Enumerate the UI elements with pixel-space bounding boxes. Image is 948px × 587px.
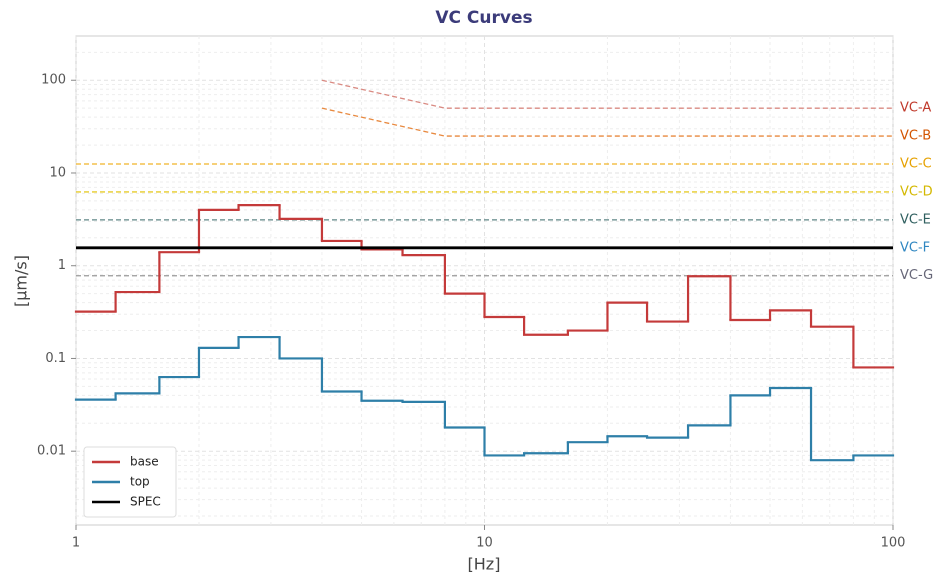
series-base <box>74 204 895 369</box>
reference-label: VC-G <box>900 268 933 283</box>
x-tick-label: 10 <box>476 536 493 551</box>
y-axis-label: [μm/s] <box>12 255 31 307</box>
y-tick-label: 100 <box>41 73 66 88</box>
legend-label: SPEC <box>130 495 161 509</box>
y-tick-label: 0.01 <box>37 444 66 459</box>
chart-title: VC Curves <box>435 8 532 28</box>
y-tick-label: 1 <box>58 258 66 273</box>
reference-label: VC-C <box>900 156 932 171</box>
reference-line <box>321 107 893 137</box>
x-tick-label: 1 <box>72 536 80 551</box>
legend-box <box>83 446 177 518</box>
reference-label: VC-A <box>900 101 931 116</box>
y-tick-label: 0.1 <box>45 351 66 366</box>
reference-line <box>321 79 893 109</box>
x-tick-label: 100 <box>881 536 906 551</box>
reference-label: VC-F <box>900 240 930 255</box>
reference-label: VC-E <box>900 212 931 227</box>
reference-label: VC-D <box>900 184 933 199</box>
x-axis-label: [Hz] <box>468 555 501 574</box>
legend-label: top <box>130 475 150 489</box>
reference-label: VC-B <box>900 129 931 144</box>
series-top <box>74 335 895 462</box>
legend-label: base <box>130 455 159 469</box>
y-tick-label: 10 <box>49 165 66 180</box>
